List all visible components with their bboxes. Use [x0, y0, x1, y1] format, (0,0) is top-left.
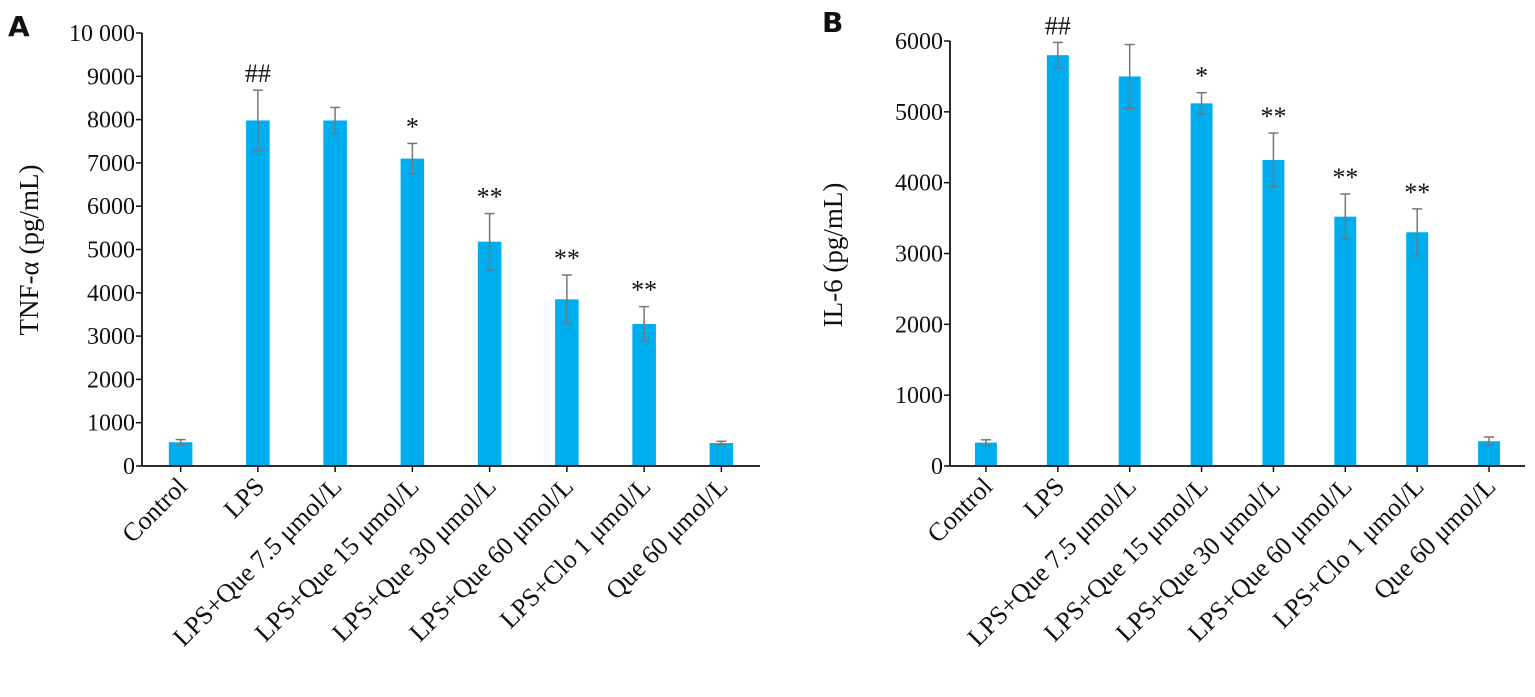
- panel-b-chart: B IL-6 (pg/mL) 0 1000 2000 3000 4000 5000 6000 C…: [818, 6, 1525, 652]
- x-category-label: Control: [921, 472, 998, 549]
- y-tick-label: 2000: [895, 312, 943, 338]
- y-axis-title: IL-6 (pg/mL): [818, 183, 848, 328]
- y-tick-label: 2000: [87, 367, 135, 393]
- y-tick-label: 9000: [87, 64, 135, 90]
- y-tick-label: 10 000: [69, 21, 135, 47]
- x-category-label: Control: [116, 472, 193, 549]
- bar: [1190, 103, 1213, 466]
- bar: [168, 442, 193, 466]
- y-tick-label: 5000: [895, 100, 943, 126]
- bar: [400, 158, 425, 466]
- y-tick-label: 3000: [87, 324, 135, 350]
- y-tick-label: 3000: [895, 242, 943, 268]
- y-tick-label: 5000: [87, 238, 135, 264]
- significance-annotation: *: [1195, 62, 1208, 91]
- y-tick-label: 6000: [87, 194, 135, 220]
- bar: [1118, 76, 1141, 467]
- bar: [555, 299, 579, 466]
- panel-letter-a: A: [8, 10, 30, 43]
- x-category-label: LPS: [218, 472, 270, 524]
- y-tick-label: 8000: [87, 108, 135, 134]
- bar: [1262, 160, 1285, 466]
- y-axis-title: TNF-α (pg/mL): [14, 165, 44, 336]
- bar: [1478, 441, 1501, 466]
- y-tick-label: 6000: [895, 29, 943, 55]
- bar: [246, 120, 270, 466]
- significance-annotation: **: [631, 276, 657, 305]
- y-tick-label: 1000: [895, 383, 943, 409]
- panel-a-chart: A TNF-α (pg/mL) 0 1000 2000 3000 4000 5000 6000…: [8, 10, 760, 652]
- significance-annotation: **: [1404, 178, 1430, 207]
- y-tick-label: 7000: [87, 151, 135, 177]
- significance-annotation: **: [1260, 102, 1286, 131]
- significance-annotation: **: [477, 183, 503, 212]
- bar: [1406, 232, 1429, 466]
- bar: [1046, 55, 1069, 467]
- bar: [709, 443, 734, 466]
- bar: [477, 241, 502, 466]
- significance-annotation: **: [554, 244, 580, 273]
- y-tick-label: 0: [123, 454, 135, 480]
- significance-annotation: ##: [1045, 11, 1071, 40]
- y-tick-label: 1000: [87, 411, 135, 437]
- bar: [974, 442, 997, 466]
- bar: [323, 120, 347, 466]
- panel-letter-b: B: [822, 6, 843, 39]
- y-tick-label: 4000: [895, 171, 943, 197]
- significance-annotation: ##: [245, 59, 271, 88]
- bar: [1334, 216, 1357, 466]
- y-tick-label: 0: [931, 454, 943, 480]
- x-category-label: LPS: [1018, 472, 1070, 524]
- significance-annotation: **: [1332, 163, 1358, 192]
- bar: [632, 323, 656, 466]
- significance-annotation: *: [406, 112, 419, 141]
- y-tick-label: 4000: [87, 281, 135, 307]
